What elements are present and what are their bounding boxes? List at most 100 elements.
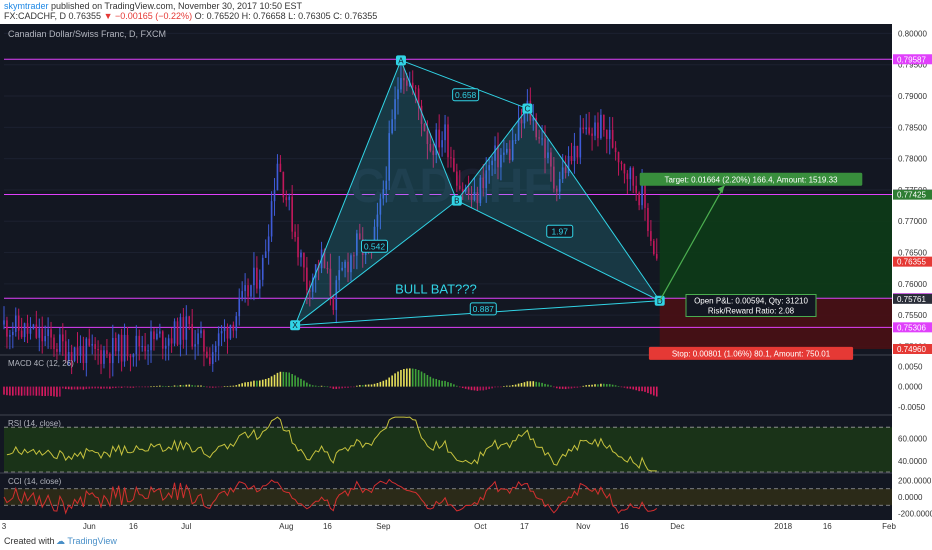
- rsi-tick-label: 40.0000: [898, 457, 927, 466]
- macd-bar: [238, 384, 241, 387]
- macd-bar: [17, 386, 20, 396]
- macd-bar: [167, 385, 170, 387]
- candle-body: [623, 163, 626, 174]
- candle-body: [564, 167, 567, 174]
- candle-body: [335, 280, 338, 310]
- candle-body: [194, 344, 196, 347]
- macd-bar: [520, 382, 523, 387]
- candle-body: [123, 334, 126, 362]
- candle-body: [44, 336, 46, 342]
- candle-body: [532, 117, 535, 121]
- time-tick-label: 17: [520, 522, 529, 531]
- pattern-point-d-label: D: [657, 297, 663, 306]
- candle-body: [20, 330, 23, 338]
- candle-body: [356, 233, 358, 256]
- candle-body: [70, 352, 73, 361]
- macd-bar: [170, 386, 173, 387]
- macd-bar: [456, 385, 458, 387]
- macd-bar: [114, 386, 117, 389]
- candle-body: [561, 167, 564, 180]
- candle-body: [373, 226, 376, 247]
- candle-body: [647, 207, 649, 232]
- price-marker-box: [893, 256, 932, 267]
- candle-body: [629, 167, 632, 180]
- macd-bar: [644, 386, 646, 392]
- candle-body: [261, 257, 264, 280]
- macd-bar: [282, 371, 285, 387]
- macd-bar: [297, 377, 299, 387]
- candle-body: [432, 150, 435, 155]
- candle-body: [420, 105, 423, 124]
- cloud-icon: ☁: [56, 536, 65, 546]
- macd-bar: [153, 386, 155, 387]
- candle-body: [555, 188, 558, 192]
- candle-body: [403, 78, 405, 81]
- macd-bar: [555, 386, 558, 389]
- candle-body: [444, 124, 446, 141]
- macd-bar: [508, 385, 511, 387]
- candle-body: [291, 196, 293, 232]
- candle-body: [329, 268, 332, 296]
- candle-body: [59, 334, 61, 352]
- candle-body: [203, 330, 205, 352]
- candle-body: [600, 114, 602, 139]
- projection-arrow: [659, 185, 725, 302]
- macd-bar: [626, 386, 629, 389]
- price-marker-box: [893, 322, 932, 333]
- macd-bar: [61, 386, 64, 389]
- macd-bar: [420, 371, 423, 387]
- candle-body: [558, 179, 561, 192]
- candle-body: [350, 255, 352, 273]
- pattern-point-x-label: X: [292, 321, 298, 330]
- candle-body: [308, 290, 311, 292]
- tradingview-logo[interactable]: ☁ TradingView: [56, 536, 117, 547]
- macd-bar: [94, 386, 96, 389]
- pattern-point-b-label: B: [454, 197, 459, 206]
- time-tick-label: 3: [2, 522, 7, 531]
- price-tick-label: 0.78000: [898, 155, 927, 164]
- candle-body: [514, 140, 517, 142]
- macd-indicator-name: MACD 4C (12, 26): [8, 359, 74, 368]
- candle-body: [97, 349, 99, 351]
- candle-body: [109, 353, 111, 364]
- candle-body: [379, 198, 382, 215]
- price-tick-label: 0.75500: [898, 311, 927, 320]
- target-label: Target: 0.01664 (2.20%) 166.4, Amount: 1…: [664, 175, 838, 184]
- author-link[interactable]: skymtrader: [4, 1, 49, 11]
- macd-bar: [341, 386, 343, 389]
- macd-bar: [497, 386, 499, 388]
- candle-body: [500, 154, 502, 168]
- macd-bar: [97, 386, 99, 389]
- macd-bar: [500, 386, 502, 388]
- macd-bar: [276, 372, 279, 387]
- candle-body: [164, 345, 167, 349]
- candle-body: [103, 350, 105, 364]
- macd-bar: [376, 382, 379, 387]
- candle-body: [617, 152, 620, 163]
- candle-body: [114, 337, 117, 352]
- macd-bar: [335, 386, 338, 389]
- macd-bar: [138, 386, 141, 388]
- candle-body: [282, 171, 285, 198]
- macd-bar: [441, 380, 443, 387]
- cci-tick-label: 0.0000: [898, 493, 923, 502]
- candle-body: [614, 147, 617, 153]
- macd-bar: [50, 386, 52, 396]
- candle-body: [376, 214, 379, 227]
- candle-body: [41, 328, 44, 342]
- ratio-label: 0.542: [364, 241, 386, 251]
- macd-bar: [191, 385, 193, 387]
- macd-bar: [558, 386, 561, 389]
- macd-bar: [214, 386, 217, 388]
- candle-body: [14, 315, 17, 332]
- ratio-label: 0.658: [455, 90, 477, 100]
- price-marker-label: 0.79587: [897, 55, 926, 64]
- price-change: ▼ −0.00165 (−0.22%): [103, 11, 193, 21]
- price-marker-box: [893, 343, 932, 354]
- candle-body: [470, 194, 473, 200]
- candle-body: [91, 344, 94, 346]
- macd-bar: [576, 386, 579, 388]
- risk-reward-label: Risk/Reward Ratio: 2.08: [708, 307, 795, 316]
- macd-bar: [64, 386, 67, 390]
